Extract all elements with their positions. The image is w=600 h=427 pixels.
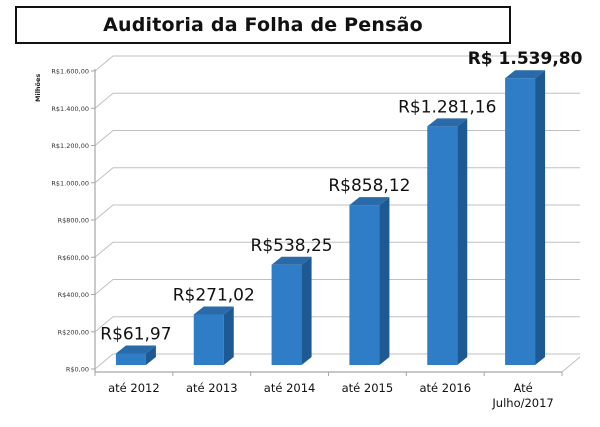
y-tick-label: R$400,00 xyxy=(58,291,89,299)
x-category-label: Julho/2017 xyxy=(491,396,553,410)
x-category-label: até 2015 xyxy=(342,381,394,395)
x-category-label: até 2014 xyxy=(264,381,316,395)
x-category-label: até 2012 xyxy=(108,381,160,395)
gridline xyxy=(94,279,580,295)
gridline xyxy=(94,167,580,184)
y-tick-label: R$1.600,00 xyxy=(51,68,89,76)
bar xyxy=(115,345,156,365)
data-label: R$1.281,16 xyxy=(398,97,496,117)
bar-side xyxy=(145,345,156,365)
bar-front xyxy=(115,353,146,365)
data-label: R$61,97 xyxy=(100,324,171,344)
gridline xyxy=(94,130,580,146)
bar-top xyxy=(271,256,312,265)
chart-title: Auditoria da Folha de Pensão xyxy=(103,14,423,36)
bar-top xyxy=(427,118,468,127)
bar-top xyxy=(193,306,234,315)
gridlines xyxy=(94,55,581,373)
x-category-label: até 2016 xyxy=(419,381,471,395)
data-label: R$ 1.539,80 xyxy=(468,49,583,69)
x-category-label: até 2013 xyxy=(186,381,238,395)
bar xyxy=(427,118,468,366)
bar-top xyxy=(505,70,546,79)
bars xyxy=(115,70,546,366)
chart-title-box: Auditoria da Folha de Pensão xyxy=(15,6,511,44)
bar xyxy=(193,306,234,365)
data-labels: R$61,97R$271,02 R$538,25 R$858,12 R$1.281,1… xyxy=(100,49,582,344)
y-tick-label: R$200,00 xyxy=(58,328,89,336)
bar-side xyxy=(379,197,390,365)
gridline xyxy=(94,241,580,258)
bar-side xyxy=(223,306,234,365)
bar-side xyxy=(457,118,468,366)
floor-edge xyxy=(561,356,581,373)
bar-front xyxy=(271,264,302,365)
data-label: R$858,12 xyxy=(328,176,410,196)
gridline xyxy=(94,92,580,109)
bar xyxy=(271,256,312,365)
y-axis: R$0,00 R$200,00 R$400,00 R$600,00 R$800,00 R$… xyxy=(51,68,563,376)
gridline xyxy=(94,55,580,72)
y-tick-label: R$600,00 xyxy=(58,254,89,262)
y-tick-label: R$1.400,00 xyxy=(51,105,89,113)
bar-front xyxy=(505,78,536,365)
gridline xyxy=(94,316,580,333)
bar-front xyxy=(193,314,224,365)
y-axis-unit-label: Milhões xyxy=(34,74,42,102)
y-tick-label: R$800,00 xyxy=(58,217,89,225)
bar-side xyxy=(535,70,546,365)
x-axis-categories: até 2012 até 2013 até 2014 até 2015 até 2016… xyxy=(108,381,554,410)
y-tick-label: R$1.000,00 xyxy=(51,179,89,187)
y-tick-label: R$1.200,00 xyxy=(51,142,89,150)
bar-top xyxy=(349,197,390,206)
gridline xyxy=(94,353,580,370)
data-label: R$538,25 xyxy=(251,236,333,256)
gridline xyxy=(94,204,580,221)
bar-top xyxy=(115,345,156,354)
y-tick-label: R$0,00 xyxy=(66,366,89,374)
x-category-label: Até xyxy=(513,381,532,395)
bar-side xyxy=(301,256,312,365)
bar xyxy=(349,197,390,365)
bar-front xyxy=(427,126,458,366)
bar xyxy=(505,70,546,365)
bar-front xyxy=(349,205,380,365)
data-label: R$271,02 xyxy=(173,286,255,306)
